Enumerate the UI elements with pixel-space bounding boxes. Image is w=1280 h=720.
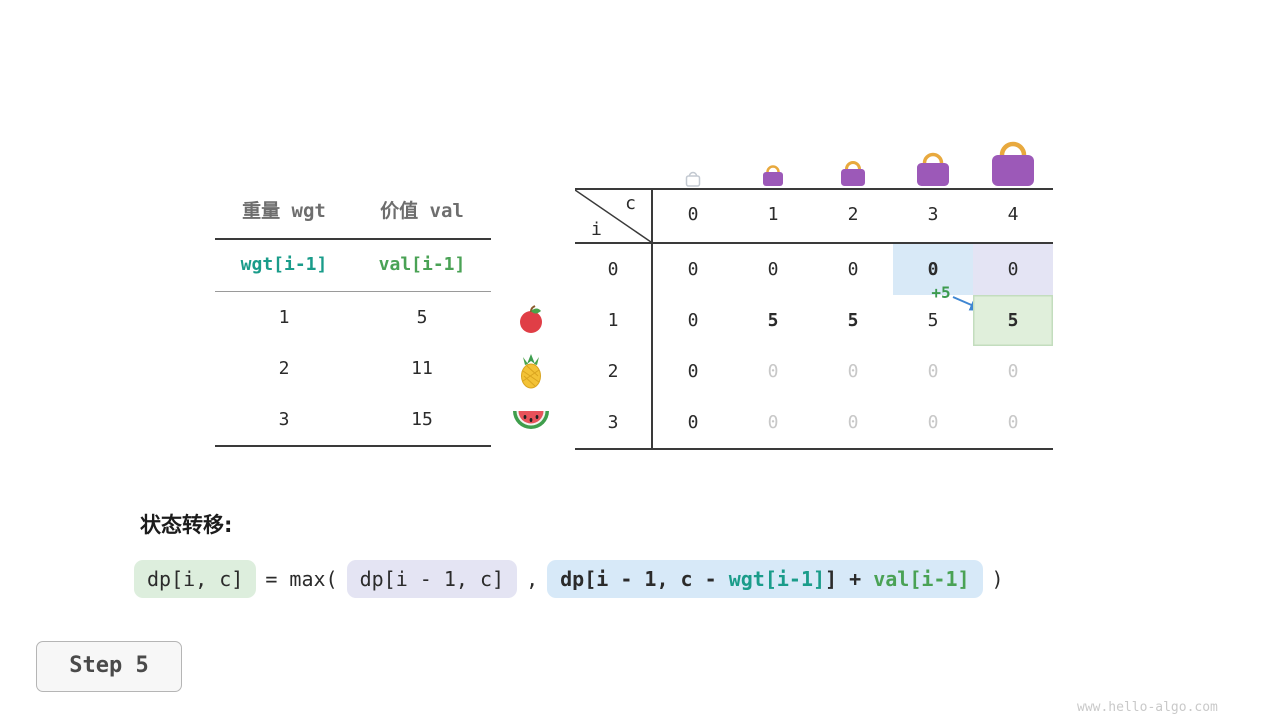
dp-cell-2-2: 0 bbox=[847, 361, 859, 382]
dp-cell-1-3: 5 bbox=[927, 310, 939, 331]
step-indicator: Step 5 bbox=[36, 641, 182, 692]
items-table-header-row: 重量 wgt 价值 val bbox=[215, 186, 491, 240]
formula-option1-box: dp[i - 1, c] bbox=[346, 560, 518, 598]
dp-cell-2-4: 0 bbox=[1007, 361, 1019, 382]
value-column-header: 价值 val bbox=[380, 200, 464, 222]
add-value-annotation: +5 bbox=[931, 283, 951, 302]
val-subheader: val[i-1] bbox=[378, 254, 466, 275]
dp-cell-3-4: 0 bbox=[1007, 412, 1019, 433]
dp-row-label-2: 2 bbox=[575, 346, 653, 397]
item-3-value: 15 bbox=[411, 409, 433, 430]
formula-option2-val: val[i-1] bbox=[873, 567, 970, 591]
item-2-value: 11 bbox=[411, 358, 433, 379]
dp-col-header-4: 4 bbox=[1007, 204, 1019, 225]
dp-cell-2-3: 0 bbox=[927, 361, 939, 382]
dp-cell-0-4-source: 0 bbox=[973, 244, 1053, 295]
pineapple-icon bbox=[521, 354, 541, 389]
dp-header-row: c i 0 1 2 3 4 bbox=[575, 190, 1053, 244]
dp-row-1: 1 0 5 5 5 5 bbox=[575, 295, 1053, 346]
dp-cell-3-1: 0 bbox=[767, 412, 779, 433]
item-1-weight: 1 bbox=[278, 307, 290, 328]
bag-large-icon bbox=[917, 152, 949, 186]
dp-cell-2-1: 0 bbox=[767, 361, 779, 382]
apple-icon bbox=[520, 305, 542, 333]
dp-cell-1-2: 5 bbox=[847, 310, 859, 331]
dp-cell-2-0: 0 bbox=[687, 361, 699, 382]
watermelon-icon bbox=[513, 411, 549, 429]
site-watermark: www.hello-algo.com bbox=[1077, 700, 1218, 715]
formula-lhs-box: dp[i, c] bbox=[134, 560, 257, 598]
dp-col-header-3: 3 bbox=[927, 204, 939, 225]
formula-option2-wgt: wgt[i-1] bbox=[728, 567, 826, 591]
dp-cell-1-4-current: 5 bbox=[973, 295, 1053, 346]
dp-cell-3-0: 0 bbox=[687, 412, 699, 433]
formula-equals-max: = max( bbox=[265, 567, 338, 591]
dp-cell-3-3: 0 bbox=[927, 412, 939, 433]
items-table-subheader-row: wgt[i-1] val[i-1] bbox=[215, 240, 491, 292]
dp-cell-1-0: 0 bbox=[687, 310, 699, 331]
dp-col-header-0: 0 bbox=[687, 204, 699, 225]
dp-cell-0-0: 0 bbox=[687, 259, 699, 280]
dp-row-label-0: 0 bbox=[575, 244, 653, 295]
formula-option2-box: dp[i - 1, c - wgt[i-1]] + val[i-1] bbox=[547, 560, 983, 598]
dp-table: c i 0 1 2 3 4 0 0 0 0 0 0 1 0 5 5 5 5 2 bbox=[575, 188, 1053, 450]
dp-row-label-3: 3 bbox=[575, 397, 653, 448]
bag-small-icon bbox=[763, 165, 783, 186]
formula-option2-prefix: dp[i - 1, c - bbox=[560, 567, 729, 591]
dp-cell-3-2: 0 bbox=[847, 412, 859, 433]
formula-option2-mid: ] + bbox=[825, 567, 874, 591]
capacity-variable-label: c bbox=[625, 193, 636, 214]
items-table: 重量 wgt 价值 val wgt[i-1] val[i-1] 1 5 2 11… bbox=[215, 186, 491, 447]
bag-xlarge-icon bbox=[992, 141, 1034, 186]
item-2-weight: 2 bbox=[278, 358, 290, 379]
weight-column-header: 重量 wgt bbox=[242, 200, 326, 222]
dp-col-header-2: 2 bbox=[847, 204, 859, 225]
bag-empty-icon bbox=[685, 171, 701, 187]
item-1-value: 5 bbox=[416, 307, 428, 328]
dp-col-header-1: 1 bbox=[767, 204, 779, 225]
wgt-subheader: wgt[i-1] bbox=[240, 254, 328, 275]
dp-cell-0-3-source: 0 bbox=[893, 244, 973, 295]
state-transition-label: 状态转移: bbox=[140, 513, 233, 537]
formula-close-paren: ) bbox=[991, 567, 1004, 591]
bag-medium-icon bbox=[841, 161, 865, 186]
dp-row-label-1: 1 bbox=[575, 295, 653, 346]
dp-row-2: 2 0 0 0 0 0 bbox=[575, 346, 1053, 397]
formula-comma: , bbox=[526, 567, 539, 591]
dp-cell-0-2: 0 bbox=[847, 259, 859, 280]
dp-corner-cell: c i bbox=[575, 190, 653, 242]
item-row-1: 1 5 bbox=[215, 292, 491, 343]
corner-diagonal-line bbox=[575, 190, 651, 242]
state-transition-formula: dp[i, c] = max( dp[i - 1, c] , dp[i - 1,… bbox=[134, 560, 1004, 598]
dp-row-3: 3 0 0 0 0 0 bbox=[575, 397, 1053, 448]
dp-cell-0-1: 0 bbox=[767, 259, 779, 280]
item-row-2: 2 11 bbox=[215, 343, 491, 394]
item-3-weight: 3 bbox=[278, 409, 290, 430]
dp-row-0: 0 0 0 0 0 0 bbox=[575, 244, 1053, 295]
item-variable-label: i bbox=[591, 219, 602, 240]
dp-cell-1-1: 5 bbox=[767, 310, 779, 331]
item-row-3: 3 15 bbox=[215, 394, 491, 445]
